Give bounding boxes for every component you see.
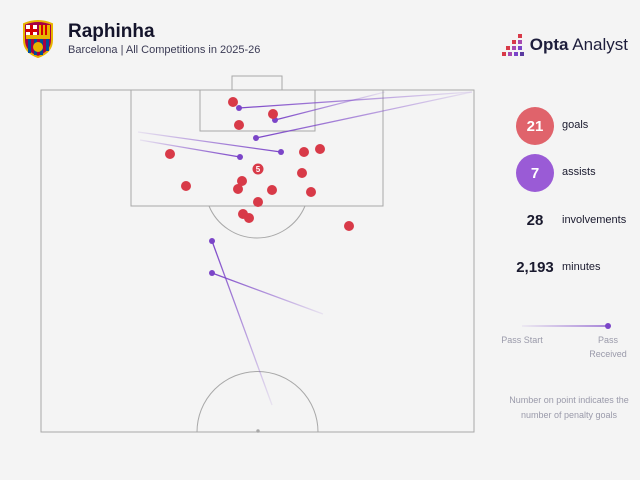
goal-point	[165, 149, 175, 159]
goal-point	[181, 181, 191, 191]
assist-line	[211, 272, 324, 315]
pass-received-point	[209, 270, 215, 276]
goals-bubble: 21	[516, 107, 554, 145]
penalty-goal-count: 5	[256, 165, 261, 174]
player-name: Raphinha	[68, 21, 155, 42]
penalty-note: Number on point indicates the number of …	[509, 395, 629, 420]
assist-lines	[137, 91, 473, 406]
goal-point	[267, 185, 277, 195]
involvements-value: 28	[526, 212, 544, 229]
goal-point	[233, 184, 243, 194]
assist-line	[139, 139, 241, 158]
goal-point	[306, 187, 316, 197]
pass-received-point	[253, 135, 259, 141]
assist-line	[137, 131, 282, 153]
goal-point	[344, 221, 354, 231]
brand-grid-icon	[501, 34, 524, 56]
pitch-lines	[40, 75, 475, 433]
penalty-goal-point	[252, 163, 264, 175]
minutes-stat: 2,193 minutes	[516, 257, 636, 297]
pass-received-point	[236, 105, 242, 111]
assist-receive-points	[209, 105, 284, 276]
assist-line	[211, 240, 273, 406]
minutes-label: minutes	[562, 261, 601, 273]
goal-point	[228, 97, 238, 107]
assist-line	[274, 91, 386, 121]
club-crest-icon	[23, 20, 53, 58]
assists-label: assists	[562, 166, 596, 178]
goals-stat: 21 goals	[516, 107, 636, 147]
assist-line	[255, 91, 473, 139]
goals-label: goals	[562, 119, 589, 131]
pass-received-point	[278, 149, 284, 155]
legend-line	[522, 323, 611, 329]
goal-points	[165, 97, 354, 231]
brand-name-light: Analyst	[572, 35, 628, 54]
legend-pass-received: Pass Received	[589, 335, 627, 359]
pass-received-point	[237, 154, 243, 160]
goal-point	[297, 168, 307, 178]
brand-logo: Opta Analyst	[501, 34, 628, 56]
involvements-stat: 28 involvements	[516, 210, 636, 250]
goal-point	[268, 109, 278, 119]
goal-point	[234, 120, 244, 130]
goal-point	[315, 144, 325, 154]
goal-point	[237, 176, 247, 186]
brand-name-bold: Opta	[529, 35, 569, 54]
assists-bubble: 7	[516, 154, 554, 192]
assists-stat: 7 assists	[516, 154, 636, 194]
goal-point	[299, 147, 309, 157]
legend-pass-start: Pass Start	[501, 335, 543, 345]
minutes-value: 2,193	[516, 259, 554, 276]
involvements-label: involvements	[562, 214, 627, 226]
goal-point	[253, 197, 263, 207]
page-subtitle: Barcelona | All Competitions in 2025-26	[68, 44, 261, 56]
pass-received-point	[209, 238, 215, 244]
goal-point	[244, 213, 254, 223]
